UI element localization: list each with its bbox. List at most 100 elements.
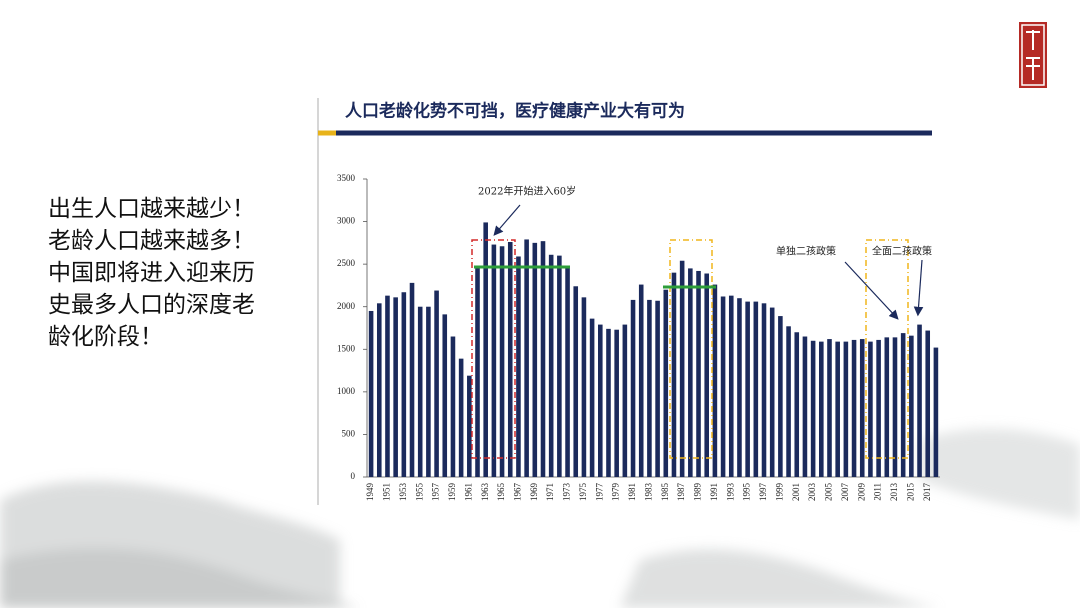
- x-tick-label: 1963: [480, 483, 490, 502]
- bar: [491, 244, 497, 477]
- bar: [368, 310, 374, 477]
- bar: [876, 339, 881, 477]
- x-tick-label: 1973: [562, 483, 572, 502]
- bar: [655, 300, 660, 477]
- bar: [745, 301, 750, 477]
- highlights: [471, 204, 924, 459]
- bar: [892, 337, 898, 477]
- bar: [868, 341, 873, 477]
- bar: [769, 307, 775, 477]
- y-tick-label: 500: [342, 428, 356, 438]
- annotation: 2022年开始进入60岁: [478, 185, 576, 198]
- y-tick-label: 0: [351, 471, 356, 481]
- x-tick-label: 1971: [545, 483, 555, 501]
- x-tick-label: 1995: [742, 483, 752, 502]
- bar: [737, 298, 742, 477]
- bar: [393, 297, 398, 477]
- x-tick-label: 2015: [905, 483, 915, 502]
- bar: [671, 272, 677, 477]
- side-text: 出生人口越来越少！ 老龄人口越来越多！ 中国即将进入迎来历史最多人口的深度老龄化阶段…: [48, 196, 255, 350]
- bar: [573, 286, 579, 477]
- mountains: [0, 428, 1080, 608]
- bar: [859, 339, 865, 477]
- bar: [589, 318, 595, 477]
- x-tick-label: 1975: [578, 483, 588, 502]
- bar: [647, 299, 652, 477]
- x-tick-label: 1997: [758, 483, 768, 502]
- x-tick-label: 2011: [873, 483, 883, 501]
- bar: [606, 328, 611, 477]
- bar: [630, 299, 636, 477]
- x-tick-label: 1951: [382, 483, 392, 501]
- bar: [728, 295, 734, 477]
- x-tick-label: 1977: [594, 483, 604, 502]
- x-tick-label: 1993: [725, 483, 735, 502]
- side-line: 出生人口越来越少！: [48, 196, 255, 222]
- y-tick-label: 1500: [337, 343, 356, 353]
- bar: [794, 332, 800, 477]
- x-tick-label: 2009: [856, 483, 866, 502]
- bar: [802, 336, 808, 477]
- y-tick-label: 1000: [337, 386, 356, 396]
- bar: [385, 295, 390, 477]
- bar: [548, 254, 554, 477]
- y-tick-label: 2500: [337, 258, 356, 268]
- x-tick-label: 1967: [512, 483, 522, 502]
- x-tick-label: 2007: [840, 483, 850, 502]
- bar: [622, 324, 628, 477]
- bar: [598, 324, 603, 477]
- bar: [688, 268, 693, 477]
- y-tick-label: 3500: [337, 173, 356, 183]
- x-tick-label: 1949: [365, 483, 375, 502]
- bar: [532, 242, 538, 477]
- x-tick-label: 1979: [611, 483, 621, 502]
- bar: [614, 329, 619, 477]
- bar: [483, 222, 488, 477]
- bar: [778, 316, 783, 477]
- bar: [557, 255, 562, 477]
- bar: [851, 339, 857, 477]
- bar: [712, 284, 718, 477]
- bar: [475, 267, 480, 477]
- bar: [933, 347, 939, 477]
- bar: [565, 267, 570, 477]
- bar: [753, 301, 759, 477]
- bar: [507, 242, 513, 477]
- logo: [1019, 22, 1047, 88]
- x-tick-label: 1991: [709, 483, 719, 501]
- x-tick-label: 1969: [529, 483, 539, 502]
- annotation: 全面二孩政策: [872, 245, 932, 258]
- x-tick-label: 1953: [398, 483, 408, 502]
- chart-title: 人口老龄化势不可挡，医疗健康产业大有可为: [345, 101, 685, 122]
- bar: [458, 358, 464, 477]
- bar: [417, 306, 423, 477]
- bar: [843, 341, 849, 477]
- x-tick-label: 2001: [791, 483, 801, 501]
- side-line: 龄化阶段！: [48, 324, 163, 350]
- y-tick-label: 3000: [337, 216, 356, 226]
- bar: [524, 239, 529, 477]
- x-tick-label: 1983: [643, 483, 653, 502]
- bar: [499, 246, 505, 477]
- bar: [467, 375, 472, 477]
- bar: [663, 289, 669, 477]
- annotation: 单独二孩政策: [776, 245, 836, 258]
- bar: [810, 340, 816, 477]
- side-line: 史最多人口的深度老: [48, 292, 255, 318]
- bar: [376, 303, 382, 477]
- bar: [442, 314, 448, 477]
- x-tick-label: 1961: [463, 483, 473, 501]
- bar: [516, 256, 521, 477]
- y-tick-label: 2000: [337, 301, 356, 311]
- bar: [909, 335, 914, 477]
- bar: [786, 326, 791, 477]
- bar: [900, 333, 906, 477]
- x-tick-label: 1957: [431, 483, 441, 502]
- bar: [917, 324, 922, 477]
- side-line: 中国即将进入迎来历: [48, 260, 255, 286]
- x-tick-label: 1981: [627, 483, 637, 501]
- x-tick-label: 1989: [693, 483, 703, 502]
- x-tick-label: 1965: [496, 483, 506, 502]
- bar: [581, 297, 587, 477]
